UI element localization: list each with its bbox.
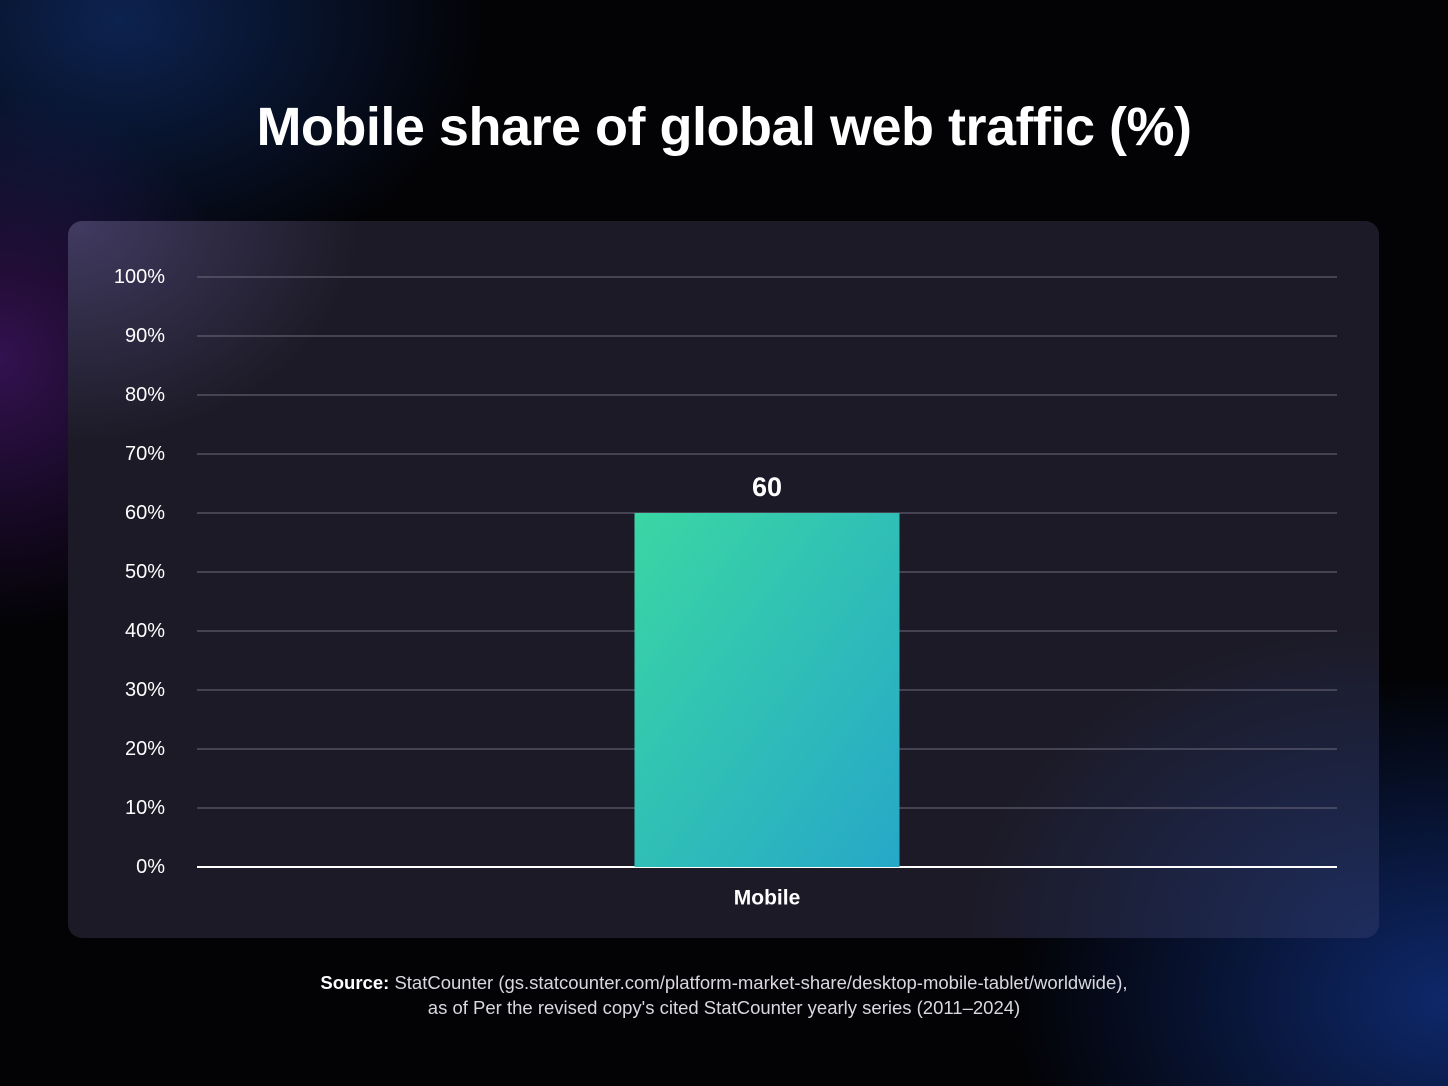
- source-text-1: StatCounter (gs.statcounter.com/platform…: [394, 972, 1128, 993]
- bar-mobile: [634, 513, 900, 867]
- y-tick-label-70: 70%: [125, 443, 165, 465]
- bar-chart: 0% 10% 20% 30% 40% 50% 60% 70% 80% 90% 100% 60 Mob…: [114, 266, 1337, 910]
- data-labels: 60: [752, 472, 782, 502]
- y-tick-label-20: 20%: [125, 738, 165, 760]
- y-tick-label-40: 40%: [125, 620, 165, 642]
- data-label-mobile: 60: [752, 472, 782, 502]
- chart-title: Mobile share of global web traffic (%): [256, 97, 1192, 157]
- y-tick-label-100: 100%: [114, 266, 165, 288]
- bars: [634, 513, 900, 867]
- x-axis-tick-labels: Mobile: [734, 887, 801, 910]
- y-tick-label-0: 0%: [136, 856, 165, 878]
- source-line-1: Source: StatCounter (gs.statcounter.com/…: [0, 970, 1448, 995]
- y-tick-label-90: 90%: [125, 325, 165, 347]
- chart-panel: 0% 10% 20% 30% 40% 50% 60% 70% 80% 90% 100% 60 Mob…: [68, 221, 1379, 938]
- y-tick-label-50: 50%: [125, 561, 165, 583]
- y-tick-label-30: 30%: [125, 679, 165, 701]
- y-tick-label-80: 80%: [125, 384, 165, 406]
- source-note: Source: StatCounter (gs.statcounter.com/…: [0, 970, 1448, 1020]
- y-axis-tick-labels: 0% 10% 20% 30% 40% 50% 60% 70% 80% 90% 100%: [114, 266, 165, 878]
- source-line-2: as of Per the revised copy's cited StatC…: [427, 997, 1021, 1018]
- y-tick-label-10: 10%: [125, 797, 165, 819]
- source-label: Source:: [320, 972, 390, 993]
- y-tick-label-60: 60%: [125, 502, 165, 524]
- x-tick-label-mobile: Mobile: [734, 887, 801, 910]
